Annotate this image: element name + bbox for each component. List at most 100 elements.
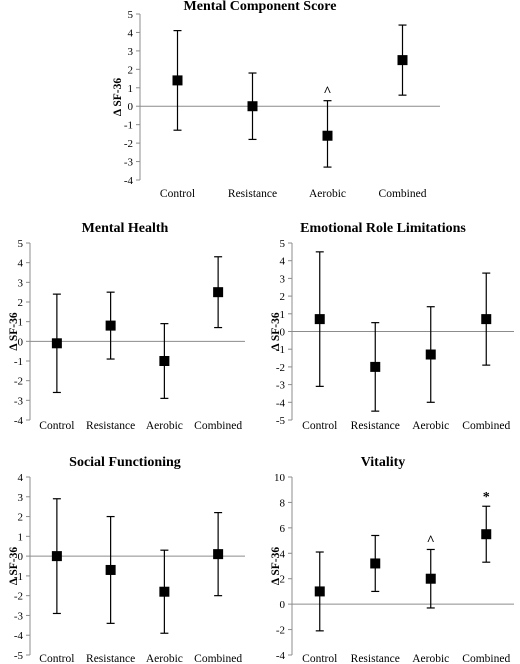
significance-marker: ^: [323, 85, 331, 100]
data-point: [105, 320, 116, 331]
data-point: [322, 130, 333, 141]
y-tick-label: -2: [14, 591, 23, 603]
chart-title: Mental Component Score: [184, 0, 337, 14]
y-tick-label: 4: [280, 256, 286, 268]
y-tick-label: 6: [280, 523, 286, 535]
data-point: [213, 549, 224, 560]
chart-title: Vitality: [361, 455, 406, 470]
data-point: [159, 586, 170, 597]
y-tick-label: 0: [280, 599, 286, 611]
y-tick-label: 2: [280, 574, 286, 586]
data-point: [314, 314, 325, 325]
y-tick-label: 0: [18, 336, 24, 348]
x-category-label: Control: [160, 188, 195, 200]
y-axis-label: Δ SF-36: [8, 547, 20, 585]
y-axis-label: Δ SF-36: [8, 312, 20, 350]
y-tick-label: 0: [280, 327, 286, 339]
data-point: [159, 356, 170, 366]
y-tick-label: -2: [276, 362, 285, 374]
data-point: [425, 349, 436, 360]
y-tick-label: -2: [14, 376, 23, 388]
data-point: [51, 551, 62, 562]
y-tick-label: 1: [18, 317, 24, 329]
y-tick-label: 0: [128, 101, 134, 113]
x-category-label: Resistance: [86, 420, 135, 432]
y-tick-label: -4: [276, 650, 286, 662]
y-tick-label: 4: [128, 27, 134, 39]
x-category-label: Resistance: [351, 653, 400, 664]
y-tick-label: -1: [276, 344, 285, 356]
x-category-label: Resistance: [351, 420, 400, 432]
x-category-label: Aerobic: [146, 653, 183, 664]
y-tick-label: 4: [18, 472, 24, 484]
x-category-label: Control: [302, 653, 337, 664]
x-category-label: Resistance: [228, 188, 277, 200]
x-category-label: Control: [39, 653, 74, 664]
y-tick-label: -2: [276, 625, 285, 637]
y-tick-label: 2: [128, 64, 134, 76]
x-category-label: Combined: [194, 420, 242, 432]
chart-panel-2: Mental Health -4 -3 -2 -1 0 1 2 3 4 5 Δ SF-36 Contro…: [8, 221, 245, 432]
data-point: [51, 338, 62, 349]
data-point: [397, 55, 408, 66]
x-category-label: Combined: [462, 420, 510, 432]
x-category-label: Aerobic: [309, 188, 346, 200]
x-category-label: Control: [302, 420, 337, 432]
y-tick-label: 4: [18, 258, 24, 270]
y-tick-label: 2: [280, 291, 286, 303]
y-axis-label: Δ SF-36: [270, 547, 282, 585]
data-point: [213, 287, 224, 298]
y-tick-label: 4: [280, 548, 286, 560]
y-tick-label: 2: [18, 297, 24, 309]
y-tick-label: -3: [276, 380, 286, 392]
y-tick-label: -2: [124, 138, 133, 150]
data-point: [105, 564, 116, 575]
chart-title: Emotional Role Limitations: [300, 221, 466, 236]
chart-panel-5: Vitality -4 -2 0 2 4 6 8 10 Δ SF-36 Control Resista…: [270, 455, 514, 664]
chart-title: Social Functioning: [69, 455, 181, 470]
y-tick-label: 10: [274, 472, 286, 484]
y-tick-label: -4: [14, 630, 24, 642]
y-tick-label: 3: [18, 277, 24, 289]
y-tick-label: 0: [18, 551, 24, 563]
y-tick-label: 3: [18, 492, 24, 504]
data-point: [247, 101, 258, 112]
significance-marker: ^: [427, 533, 435, 548]
y-tick-label: -1: [124, 120, 133, 132]
y-axis-label: Δ SF-36: [270, 312, 282, 350]
x-category-label: Combined: [462, 653, 510, 664]
y-tick-label: -4: [124, 175, 134, 187]
y-tick-label: -3: [14, 610, 24, 622]
y-tick-label: -5: [276, 415, 286, 427]
data-point: [481, 314, 492, 325]
y-tick-label: 5: [128, 9, 134, 21]
y-tick-label: -3: [124, 157, 134, 169]
y-tick-label: 3: [128, 46, 134, 58]
y-tick-label: 2: [18, 512, 24, 524]
y-tick-label: -1: [14, 356, 23, 368]
x-category-label: Combined: [379, 188, 427, 200]
chart-panel-1: Mental Component Score -4 -3 -2 -1 0 1 2 3 4 5 Δ SF…: [112, 0, 440, 200]
y-tick-label: 1: [128, 83, 134, 95]
y-tick-label: 1: [280, 309, 286, 321]
data-point: [370, 558, 381, 569]
x-category-label: Resistance: [86, 653, 135, 664]
y-tick-label: 3: [280, 273, 286, 285]
y-tick-label: 1: [18, 531, 24, 543]
y-tick-label: 8: [280, 497, 286, 509]
chart-panel-4: Social Functioning -5 -4 -3 -2 -1 0 1 2 3 4 Δ SF-36…: [8, 455, 245, 664]
x-category-label: Control: [39, 420, 74, 432]
y-tick-label: 5: [18, 238, 24, 250]
data-point: [425, 573, 436, 584]
chart-title: Mental Health: [82, 221, 169, 236]
chart-panel-3: Emotional Role Limitations -5 -4 -3 -2 -1 0 1 2 3…: [270, 221, 514, 432]
y-tick-label: -4: [14, 415, 24, 427]
y-tick-label: -3: [14, 395, 24, 407]
y-tick-label: -5: [14, 650, 24, 662]
y-axis-label: Δ SF-36: [112, 78, 124, 116]
x-category-label: Aerobic: [146, 420, 183, 432]
data-point: [481, 529, 492, 540]
x-category-label: Combined: [194, 653, 242, 664]
significance-marker: *: [483, 490, 490, 505]
